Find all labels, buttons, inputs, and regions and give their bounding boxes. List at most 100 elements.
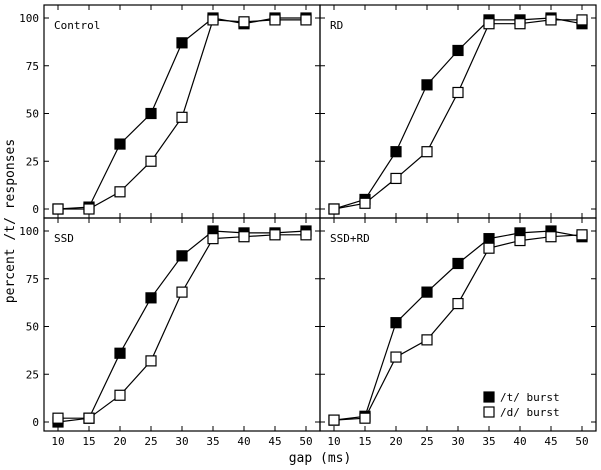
x-tick-label: 25 bbox=[420, 435, 433, 448]
data-point bbox=[269, 14, 281, 26]
x-tick-label: 35 bbox=[206, 435, 219, 448]
data-point bbox=[452, 44, 464, 57]
x-tick-label: 35 bbox=[482, 435, 495, 448]
data-point bbox=[52, 203, 64, 215]
data-point bbox=[545, 231, 557, 243]
y-tick-label: 100 bbox=[19, 12, 39, 25]
data-point bbox=[114, 347, 126, 359]
legend-label: /t/ burst bbox=[500, 391, 560, 404]
series-line bbox=[58, 234, 306, 419]
panel-label: SSD bbox=[54, 232, 74, 245]
data-point bbox=[576, 14, 588, 26]
x-tick-label: 20 bbox=[113, 435, 126, 448]
y-tick-label: 75 bbox=[26, 60, 39, 73]
data-point bbox=[269, 229, 281, 241]
data-point bbox=[421, 286, 433, 298]
y-tick-label: 0 bbox=[32, 203, 39, 216]
panel-ssd-rd: SSD+RD 10 15 20 25 30 35 40 45 50 bbox=[319, 217, 597, 448]
series-t-burst bbox=[328, 12, 588, 215]
panel-ssd: SSD 0 25 50 75 100 10 15 20 25 30 35 40 45 50 bbox=[19, 217, 321, 448]
data-point bbox=[576, 229, 588, 241]
panel-label: SSD+RD bbox=[330, 232, 370, 245]
x-tick-label: 15 bbox=[82, 435, 95, 448]
y-tick-label: 25 bbox=[26, 155, 39, 168]
data-point bbox=[176, 37, 188, 49]
y-axis-title: percent /t/ responses bbox=[3, 139, 18, 303]
panels: Control 0 25 50 75 100 RD SSD 0 25 50 75 100 10 15 20 25… bbox=[19, 4, 597, 448]
series-t-burst bbox=[52, 225, 312, 428]
series-d-burst bbox=[328, 229, 588, 426]
data-point bbox=[359, 412, 371, 424]
data-point bbox=[421, 79, 433, 91]
legend-marker bbox=[483, 391, 495, 403]
x-tick-label: 30 bbox=[175, 435, 188, 448]
x-tick-label: 10 bbox=[327, 435, 340, 448]
data-point bbox=[207, 14, 219, 26]
x-tick-label: 50 bbox=[575, 435, 588, 448]
x-tick-label: 40 bbox=[237, 435, 250, 448]
data-point bbox=[452, 257, 464, 270]
series-d-burst bbox=[52, 229, 312, 424]
x-tick-label: 45 bbox=[544, 435, 557, 448]
y-tick-label: 100 bbox=[19, 225, 39, 238]
y-tick-label: 0 bbox=[32, 416, 39, 429]
data-point bbox=[114, 186, 126, 198]
data-point bbox=[328, 414, 340, 426]
x-tick-label: 20 bbox=[389, 435, 402, 448]
x-tick-label: 45 bbox=[268, 435, 281, 448]
data-point bbox=[145, 355, 157, 367]
x-tick-label: 50 bbox=[299, 435, 312, 448]
panel-frame bbox=[43, 4, 321, 219]
panel-frame bbox=[319, 4, 597, 219]
data-point bbox=[390, 351, 402, 363]
panel-rd: RD bbox=[319, 4, 597, 219]
series-d-burst bbox=[52, 14, 312, 215]
data-point bbox=[421, 334, 433, 346]
y-tick-label: 75 bbox=[26, 273, 39, 286]
data-point bbox=[114, 138, 126, 150]
data-point bbox=[207, 233, 219, 245]
data-point bbox=[83, 203, 95, 215]
x-tick-label: 25 bbox=[144, 435, 157, 448]
data-point bbox=[176, 250, 188, 262]
data-point bbox=[176, 111, 188, 123]
panel-control: Control 0 25 50 75 100 bbox=[19, 4, 321, 219]
legend: /t/ burst/d/ burst bbox=[483, 391, 560, 419]
data-point bbox=[483, 18, 495, 30]
data-point bbox=[300, 14, 312, 26]
y-tick-label: 50 bbox=[26, 321, 39, 334]
legend-label: /d/ burst bbox=[500, 406, 560, 419]
x-axis-title: gap (ms) bbox=[289, 451, 352, 466]
legend-marker bbox=[483, 406, 495, 418]
data-point bbox=[83, 412, 95, 424]
data-point bbox=[114, 389, 126, 401]
data-point bbox=[483, 242, 495, 254]
data-point bbox=[390, 146, 402, 158]
data-point bbox=[328, 203, 340, 215]
x-tick-label: 30 bbox=[451, 435, 464, 448]
data-point bbox=[238, 16, 250, 28]
panel-frame bbox=[43, 217, 321, 432]
data-point bbox=[390, 172, 402, 185]
data-point bbox=[145, 107, 157, 120]
data-point bbox=[52, 412, 64, 424]
y-tick-label: 25 bbox=[26, 368, 39, 381]
y-tick-label: 50 bbox=[26, 108, 39, 121]
x-tick-label: 10 bbox=[51, 435, 64, 448]
data-point bbox=[176, 286, 188, 298]
panel-label: RD bbox=[330, 19, 343, 32]
data-point bbox=[452, 297, 464, 310]
x-tick-label: 15 bbox=[358, 435, 371, 448]
data-point bbox=[514, 18, 526, 30]
panel-label: Control bbox=[54, 19, 100, 32]
data-point bbox=[238, 231, 250, 243]
data-point bbox=[483, 233, 495, 245]
data-point bbox=[145, 155, 157, 167]
data-point bbox=[545, 14, 557, 26]
data-point bbox=[390, 317, 402, 329]
data-point bbox=[421, 146, 433, 158]
data-point bbox=[514, 234, 526, 247]
data-point bbox=[145, 292, 157, 304]
x-tick-label: 40 bbox=[513, 435, 526, 448]
